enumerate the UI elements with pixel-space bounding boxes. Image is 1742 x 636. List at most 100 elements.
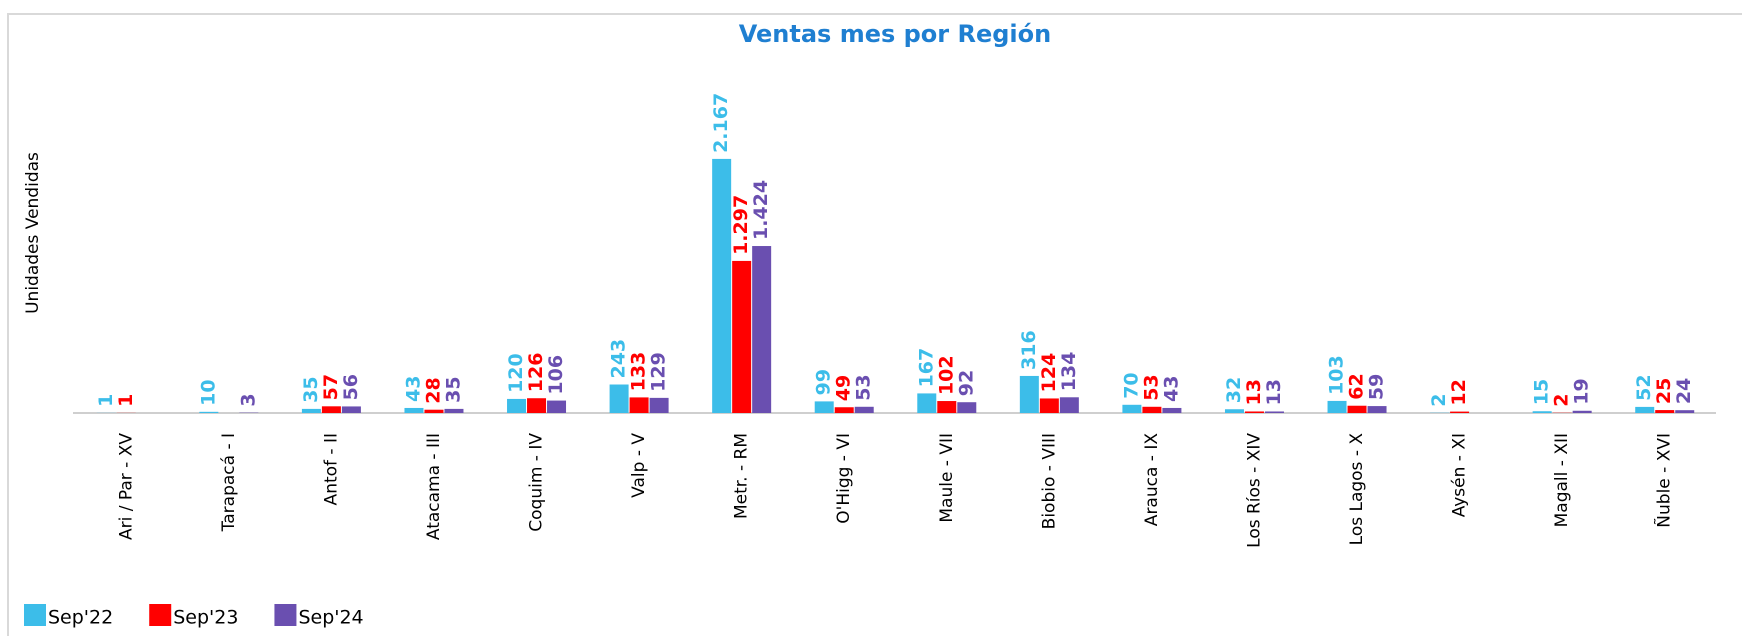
value-label: 316 bbox=[1018, 330, 1040, 370]
bar bbox=[1122, 404, 1142, 413]
bar bbox=[1635, 406, 1655, 413]
bar bbox=[1264, 411, 1284, 413]
x-tick-label: Arauca - IX bbox=[1142, 433, 1162, 527]
legend-label: Sep'23 bbox=[173, 607, 238, 629]
bar bbox=[712, 158, 732, 413]
bar bbox=[937, 401, 957, 413]
value-label: 24 bbox=[1673, 378, 1695, 404]
x-tick-label: Ñuble - XVI bbox=[1653, 433, 1675, 528]
bar bbox=[424, 409, 444, 413]
value-label: 57 bbox=[320, 374, 342, 400]
bar bbox=[957, 402, 977, 413]
bar bbox=[547, 400, 567, 413]
value-label: 35 bbox=[442, 376, 464, 402]
x-tick-label: Atacama - III bbox=[424, 433, 444, 540]
bar bbox=[649, 397, 669, 413]
value-label: 59 bbox=[1366, 374, 1388, 400]
value-label: 12 bbox=[1448, 379, 1470, 405]
value-label: 2 bbox=[1551, 394, 1573, 407]
value-label: 15 bbox=[1531, 379, 1553, 405]
value-label: 92 bbox=[955, 370, 977, 396]
value-label: 52 bbox=[1633, 374, 1655, 400]
value-label: 134 bbox=[1058, 352, 1080, 392]
x-tick-label: Ari / Par - XV bbox=[116, 433, 136, 540]
bar bbox=[1675, 410, 1695, 413]
value-label: 167 bbox=[915, 348, 937, 388]
bar bbox=[444, 408, 464, 413]
value-label: 3 bbox=[237, 393, 259, 406]
x-tick-label: Biobio - VIII bbox=[1039, 433, 1059, 529]
value-label: 32 bbox=[1223, 377, 1245, 403]
value-label: 133 bbox=[628, 352, 650, 392]
legend-label: Sep'24 bbox=[298, 607, 363, 629]
legend-swatch bbox=[24, 604, 46, 626]
x-tick-label: O'Higg - VI bbox=[834, 433, 854, 524]
x-tick-label: Magall - XII bbox=[1552, 433, 1572, 527]
value-label: 124 bbox=[1038, 353, 1060, 393]
value-label: 99 bbox=[813, 369, 835, 395]
value-label: 25 bbox=[1653, 378, 1675, 404]
x-tick-label: Maule - VII bbox=[937, 433, 957, 523]
value-label: 13 bbox=[1243, 379, 1265, 405]
bar bbox=[1327, 400, 1347, 413]
value-label: 1.297 bbox=[730, 195, 752, 255]
value-label: 2 bbox=[1428, 394, 1450, 407]
bar bbox=[1224, 409, 1244, 413]
bar bbox=[301, 408, 321, 413]
bar bbox=[834, 407, 854, 413]
legend-swatch bbox=[149, 604, 172, 626]
bar bbox=[752, 246, 772, 413]
bar bbox=[507, 398, 527, 413]
bar bbox=[321, 406, 341, 413]
x-tick-label: Los Lagos - X bbox=[1347, 433, 1367, 546]
bar bbox=[1142, 406, 1162, 413]
bar bbox=[527, 398, 547, 413]
bar bbox=[1572, 410, 1592, 413]
value-label: 62 bbox=[1346, 373, 1368, 399]
bar bbox=[1532, 411, 1552, 413]
bar bbox=[1450, 411, 1470, 413]
value-label: 129 bbox=[648, 352, 670, 392]
bar bbox=[814, 401, 834, 413]
bar bbox=[1059, 397, 1079, 413]
bar bbox=[1244, 411, 1264, 413]
legend-label: Sep'22 bbox=[48, 607, 113, 629]
bar bbox=[854, 406, 874, 413]
bar bbox=[1162, 407, 1182, 413]
value-label: 43 bbox=[402, 376, 424, 402]
bar bbox=[1347, 405, 1367, 413]
x-tick-label: Metr. - RM bbox=[732, 433, 752, 519]
value-label: 35 bbox=[300, 376, 322, 402]
x-tick-label: Los Ríos - XIV bbox=[1244, 433, 1264, 548]
x-tick-label: Antof - II bbox=[321, 433, 341, 505]
bar bbox=[1367, 406, 1387, 413]
value-label: 28 bbox=[422, 377, 444, 403]
value-label: 1 bbox=[115, 394, 137, 407]
value-label: 120 bbox=[505, 353, 527, 393]
chart-title: Ventas mes por Región bbox=[739, 20, 1051, 48]
value-label: 70 bbox=[1120, 372, 1142, 398]
value-label: 10 bbox=[197, 379, 219, 405]
value-label: 103 bbox=[1326, 355, 1348, 395]
bar bbox=[629, 397, 649, 413]
bar bbox=[1655, 410, 1675, 413]
value-label: 1.424 bbox=[750, 180, 772, 240]
value-label: 1 bbox=[95, 394, 117, 407]
x-tick-label: Tarapacá - I bbox=[219, 433, 239, 532]
bar bbox=[917, 393, 937, 413]
value-label: 19 bbox=[1571, 378, 1593, 404]
value-label: 43 bbox=[1160, 376, 1182, 402]
bar bbox=[199, 411, 219, 413]
value-label: 53 bbox=[853, 374, 875, 400]
bar bbox=[609, 384, 629, 413]
x-tick-label: Aysén - XI bbox=[1450, 433, 1470, 517]
bar bbox=[404, 407, 424, 413]
bar bbox=[341, 406, 361, 413]
bar bbox=[1019, 375, 1039, 413]
value-label: 53 bbox=[1140, 374, 1162, 400]
value-label: 56 bbox=[340, 374, 362, 400]
bar bbox=[732, 260, 752, 413]
value-label: 13 bbox=[1263, 379, 1285, 405]
legend-swatch bbox=[274, 604, 297, 626]
